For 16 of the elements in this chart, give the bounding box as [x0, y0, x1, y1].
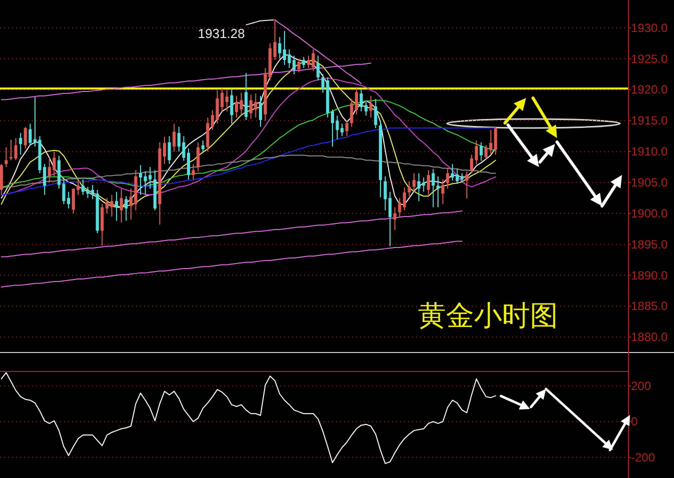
- y-tick-label: 1925.0: [631, 52, 668, 66]
- y-tick-label: 1890.0: [631, 268, 668, 282]
- y-tick-label: 1915.0: [631, 114, 668, 128]
- y-tick-label: 1885.0: [631, 299, 668, 314]
- y-tick-label: 1930.0: [631, 20, 668, 35]
- y-tick-label: 1920.0: [631, 82, 668, 97]
- y-tick-label: 0: [631, 414, 638, 429]
- y-tick-label: 200: [631, 378, 652, 393]
- y-tick-label: 1910.0: [631, 144, 668, 159]
- y-tick-label: -200: [631, 450, 656, 464]
- y-tick-label: 1905.0: [631, 175, 668, 190]
- y-tick-label: 1900.0: [631, 206, 668, 220]
- y-tick-label: 1895.0: [631, 237, 668, 252]
- annotation: 1931.28: [198, 26, 245, 41]
- y-tick-label: 1880.0: [631, 330, 668, 344]
- text: 黄金小时图: [418, 299, 558, 332]
